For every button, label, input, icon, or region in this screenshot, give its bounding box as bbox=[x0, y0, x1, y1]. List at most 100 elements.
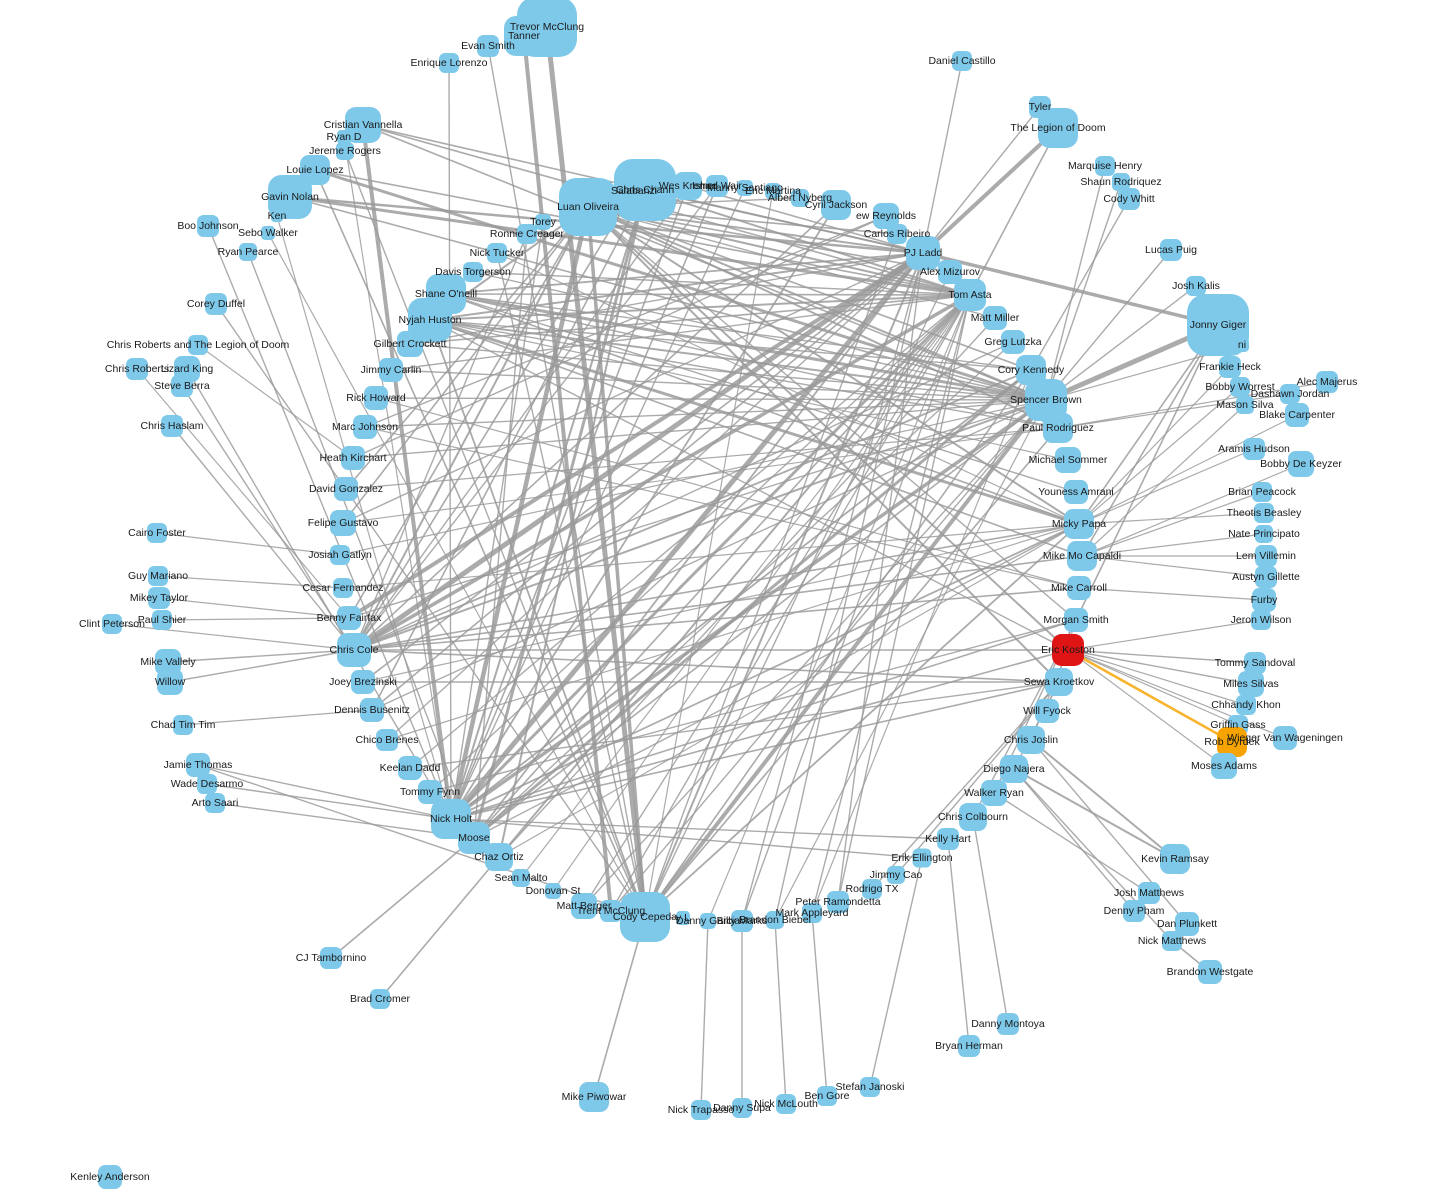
graph-node[interactable] bbox=[1217, 727, 1247, 757]
graph-node[interactable] bbox=[188, 335, 208, 355]
graph-node[interactable] bbox=[700, 913, 716, 929]
graph-node[interactable] bbox=[330, 545, 350, 565]
graph-node[interactable] bbox=[364, 386, 388, 410]
graph-node[interactable] bbox=[1280, 384, 1300, 404]
graph-node[interactable] bbox=[906, 236, 940, 270]
graph-node[interactable] bbox=[485, 843, 513, 871]
graph-node[interactable] bbox=[766, 911, 784, 929]
graph-node[interactable] bbox=[571, 893, 597, 919]
graph-node[interactable] bbox=[336, 142, 354, 160]
graph-node[interactable] bbox=[706, 175, 728, 197]
graph-node[interactable] bbox=[360, 698, 384, 722]
graph-node[interactable] bbox=[126, 358, 148, 380]
graph-node[interactable] bbox=[802, 903, 822, 923]
graph-node[interactable] bbox=[959, 803, 987, 831]
graph-node[interactable] bbox=[171, 375, 193, 397]
graph-node[interactable] bbox=[517, 224, 537, 244]
graph-node[interactable] bbox=[341, 446, 365, 470]
graph-node[interactable] bbox=[157, 669, 183, 695]
graph-node[interactable] bbox=[418, 780, 442, 804]
graph-node[interactable] bbox=[981, 780, 1007, 806]
graph-node[interactable] bbox=[334, 477, 358, 501]
graph-node[interactable] bbox=[517, 0, 577, 57]
graph-node[interactable] bbox=[559, 178, 617, 236]
graph-node[interactable] bbox=[173, 715, 193, 735]
graph-node[interactable] bbox=[1251, 610, 1271, 630]
graph-node[interactable] bbox=[691, 1100, 711, 1120]
graph-node[interactable] bbox=[1252, 588, 1276, 612]
graph-node[interactable] bbox=[197, 215, 219, 237]
graph-node[interactable] bbox=[1211, 753, 1237, 779]
graph-node[interactable] bbox=[337, 633, 371, 667]
graph-node[interactable] bbox=[765, 183, 781, 199]
graph-node[interactable] bbox=[958, 1035, 980, 1057]
graph-node[interactable] bbox=[821, 190, 851, 220]
graph-node[interactable] bbox=[487, 243, 507, 263]
graph-node[interactable] bbox=[1219, 356, 1241, 378]
graph-node[interactable] bbox=[620, 892, 670, 942]
graph-node[interactable] bbox=[1067, 576, 1091, 600]
graph-node[interactable] bbox=[887, 866, 905, 884]
graph-node[interactable] bbox=[1043, 413, 1073, 443]
graph-node[interactable] bbox=[827, 891, 849, 913]
graph-node[interactable] bbox=[1000, 755, 1028, 783]
graph-node[interactable] bbox=[983, 306, 1007, 330]
graph-node[interactable] bbox=[952, 51, 972, 71]
graph-node[interactable] bbox=[205, 793, 225, 813]
graph-node[interactable] bbox=[1035, 699, 1059, 723]
graph-node[interactable] bbox=[351, 670, 375, 694]
graph-node[interactable] bbox=[197, 774, 217, 794]
graph-node[interactable] bbox=[205, 293, 227, 315]
graph-node[interactable] bbox=[320, 947, 342, 969]
graph-node[interactable] bbox=[1230, 377, 1250, 397]
graph-node[interactable] bbox=[1238, 671, 1264, 697]
graph-node[interactable] bbox=[1160, 844, 1190, 874]
graph-node[interactable] bbox=[102, 614, 122, 634]
graph-node[interactable] bbox=[1236, 695, 1256, 715]
graph-node[interactable] bbox=[370, 989, 390, 1009]
graph-node[interactable] bbox=[535, 214, 551, 230]
graph-node[interactable] bbox=[439, 53, 459, 73]
graph-node[interactable] bbox=[1123, 900, 1145, 922]
graph-node[interactable] bbox=[1186, 276, 1206, 296]
graph-node[interactable] bbox=[333, 578, 353, 598]
graph-node[interactable] bbox=[147, 523, 167, 543]
graph-node[interactable] bbox=[1118, 188, 1140, 210]
graph-node[interactable] bbox=[1198, 960, 1222, 984]
graph-node[interactable] bbox=[1254, 503, 1274, 523]
graph-node[interactable] bbox=[600, 900, 622, 922]
graph-node[interactable] bbox=[426, 274, 466, 314]
graph-node[interactable] bbox=[1064, 509, 1094, 539]
graph-node[interactable] bbox=[337, 606, 361, 630]
graph-node[interactable] bbox=[161, 415, 183, 437]
graph-node[interactable] bbox=[1187, 294, 1249, 356]
graph-node[interactable] bbox=[997, 1013, 1019, 1035]
graph-node[interactable] bbox=[1288, 451, 1314, 477]
graph-node[interactable] bbox=[477, 35, 499, 57]
graph-node[interactable] bbox=[1045, 668, 1073, 696]
graph-node[interactable] bbox=[1064, 480, 1088, 504]
graph-node[interactable] bbox=[732, 1098, 752, 1118]
graph-node[interactable] bbox=[579, 1082, 609, 1112]
graph-node[interactable] bbox=[186, 753, 210, 777]
graph-node[interactable] bbox=[152, 610, 172, 630]
graph-node[interactable] bbox=[862, 879, 882, 899]
graph-node[interactable] bbox=[1255, 566, 1277, 588]
graph-node[interactable] bbox=[1252, 482, 1272, 502]
graph-node[interactable] bbox=[912, 848, 932, 868]
graph-node[interactable] bbox=[431, 799, 471, 839]
graph-node[interactable] bbox=[300, 155, 330, 185]
graph-node[interactable] bbox=[1038, 108, 1078, 148]
graph-node[interactable] bbox=[676, 911, 690, 925]
graph-node[interactable] bbox=[731, 910, 753, 932]
graph-node[interactable] bbox=[1052, 634, 1084, 666]
graph-node[interactable] bbox=[398, 756, 422, 780]
graph-node[interactable] bbox=[674, 172, 702, 200]
graph-node[interactable] bbox=[1138, 882, 1160, 904]
graph-node[interactable] bbox=[1255, 525, 1273, 543]
graph-node[interactable] bbox=[937, 828, 959, 850]
graph-node[interactable] bbox=[1017, 726, 1045, 754]
graph-node[interactable] bbox=[353, 415, 377, 439]
graph-node[interactable] bbox=[817, 1086, 837, 1106]
graph-node[interactable] bbox=[148, 587, 170, 609]
